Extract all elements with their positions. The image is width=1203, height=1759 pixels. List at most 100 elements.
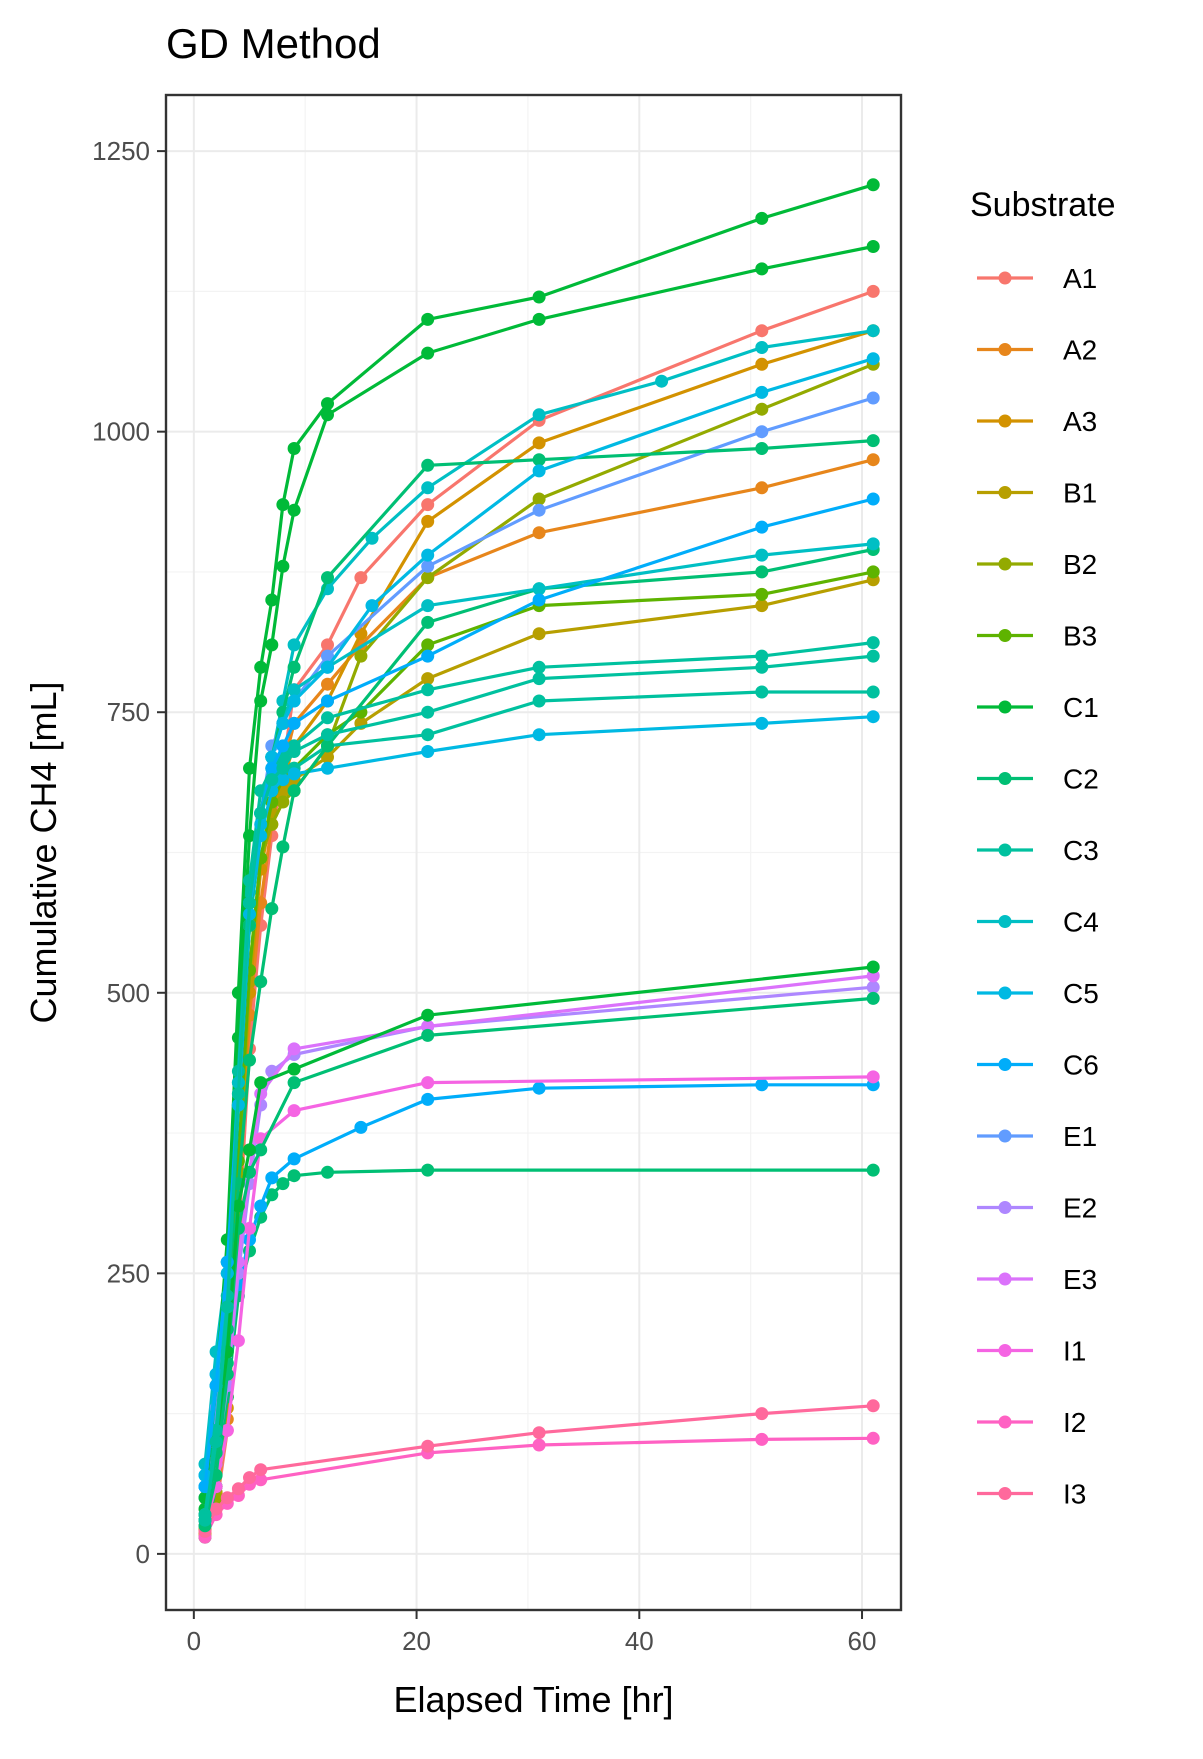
data-point [421, 514, 435, 528]
data-point [866, 991, 880, 1005]
data-point [421, 745, 435, 758]
data-point [866, 1399, 880, 1413]
data-point [532, 694, 546, 708]
legend-key-point [998, 1487, 1012, 1500]
data-point [365, 531, 379, 545]
data-point [276, 559, 290, 573]
data-point [532, 408, 546, 422]
data-point [287, 1169, 301, 1183]
x-axis-title: Elapsed Time [hr] [393, 1679, 673, 1720]
data-point [866, 636, 880, 650]
legend-key-point [998, 986, 1012, 1000]
data-point [243, 1471, 256, 1485]
data-point [866, 352, 880, 366]
data-point [276, 773, 290, 787]
y-tick-label: 1250 [92, 136, 150, 166]
data-point [755, 599, 769, 613]
data-point [755, 211, 769, 225]
legend-item-I3: I3 [977, 1479, 1086, 1510]
data-point [532, 593, 546, 607]
y-axis-title: Cumulative CH4 [mL] [23, 681, 64, 1023]
data-point [866, 492, 880, 506]
legend-label: A2 [1063, 335, 1097, 366]
data-point [532, 672, 546, 686]
series-line [203, 497, 874, 1487]
data-point [755, 520, 769, 534]
data-point [287, 683, 301, 697]
data-point [532, 728, 546, 742]
legend-item-C2: C2 [977, 764, 1099, 795]
x-tick-label: 40 [625, 1626, 654, 1656]
data-point [421, 498, 435, 512]
data-point [209, 1502, 223, 1516]
legend-key-point [998, 772, 1012, 785]
legend-label: E3 [1063, 1264, 1097, 1295]
x-tick-label: 0 [187, 1626, 201, 1656]
data-point [287, 1042, 301, 1056]
legend: Substrate A1 A2 A3 B1 B2 B3 C1 C2 C3 C4 C5 C6 E1 E2 E3… [970, 186, 1116, 1510]
y-tick-label: 500 [107, 978, 150, 1008]
data-point [321, 397, 334, 411]
data-point [321, 711, 334, 725]
legend-label: B3 [1063, 621, 1097, 652]
data-point [866, 960, 880, 974]
data-point [755, 324, 769, 338]
data-point [276, 1177, 290, 1191]
data-point [866, 240, 880, 253]
data-point [421, 1028, 435, 1042]
data-point [243, 1143, 256, 1157]
data-point [866, 324, 880, 338]
y-tick-label: 250 [107, 1258, 150, 1288]
data-point [321, 1165, 334, 1179]
x-tick-label: 20 [402, 1626, 431, 1656]
legend-key-point [998, 1201, 1012, 1214]
data-point [321, 677, 334, 691]
data-point [321, 408, 334, 422]
legend-item-C1: C1 [977, 692, 1099, 723]
data-point [866, 537, 880, 551]
legend-label: E1 [1063, 1121, 1097, 1152]
data-point [655, 374, 669, 388]
data-point [532, 1438, 546, 1452]
legend-key-point [998, 915, 1012, 928]
legend-label: C1 [1063, 692, 1099, 723]
legend-item-B2: B2 [977, 549, 1097, 580]
data-point [321, 750, 334, 764]
data-point [532, 1426, 546, 1440]
data-point [755, 649, 769, 663]
data-point [254, 1473, 268, 1487]
legend-key-point [998, 1344, 1012, 1357]
data-point [287, 638, 301, 652]
data-point [866, 391, 880, 405]
legend-label: B2 [1063, 549, 1097, 580]
legend-key-point [998, 414, 1012, 428]
legend-key-point [998, 629, 1012, 642]
data-point [532, 492, 546, 506]
legend-label: I2 [1063, 1407, 1086, 1438]
legend-item-B3: B3 [977, 621, 1097, 652]
data-point [532, 627, 546, 641]
series-layer [198, 178, 880, 1544]
data-point [231, 1199, 245, 1213]
legend-label: C4 [1063, 907, 1099, 938]
data-point [421, 728, 435, 742]
data-point [421, 346, 435, 360]
data-point [276, 498, 290, 512]
legend-item-C6: C6 [977, 1050, 1099, 1081]
legend-item-E2: E2 [977, 1193, 1097, 1224]
legend-label: C3 [1063, 835, 1099, 866]
legend-key-point [998, 1272, 1012, 1286]
data-point [755, 1078, 769, 1092]
legend-key-point [998, 700, 1012, 714]
data-point [265, 1171, 279, 1185]
data-point [866, 649, 880, 663]
data-point [220, 1255, 234, 1269]
data-point [532, 1081, 546, 1095]
legend-label: I3 [1063, 1479, 1086, 1510]
series-line [203, 654, 874, 1521]
axes: 0 20 40 60 0 250 500 750 1000 1250 [92, 93, 903, 1656]
data-point [421, 548, 435, 562]
data-point [198, 1513, 212, 1527]
data-point [532, 436, 546, 450]
legend-key-point [998, 486, 1012, 499]
